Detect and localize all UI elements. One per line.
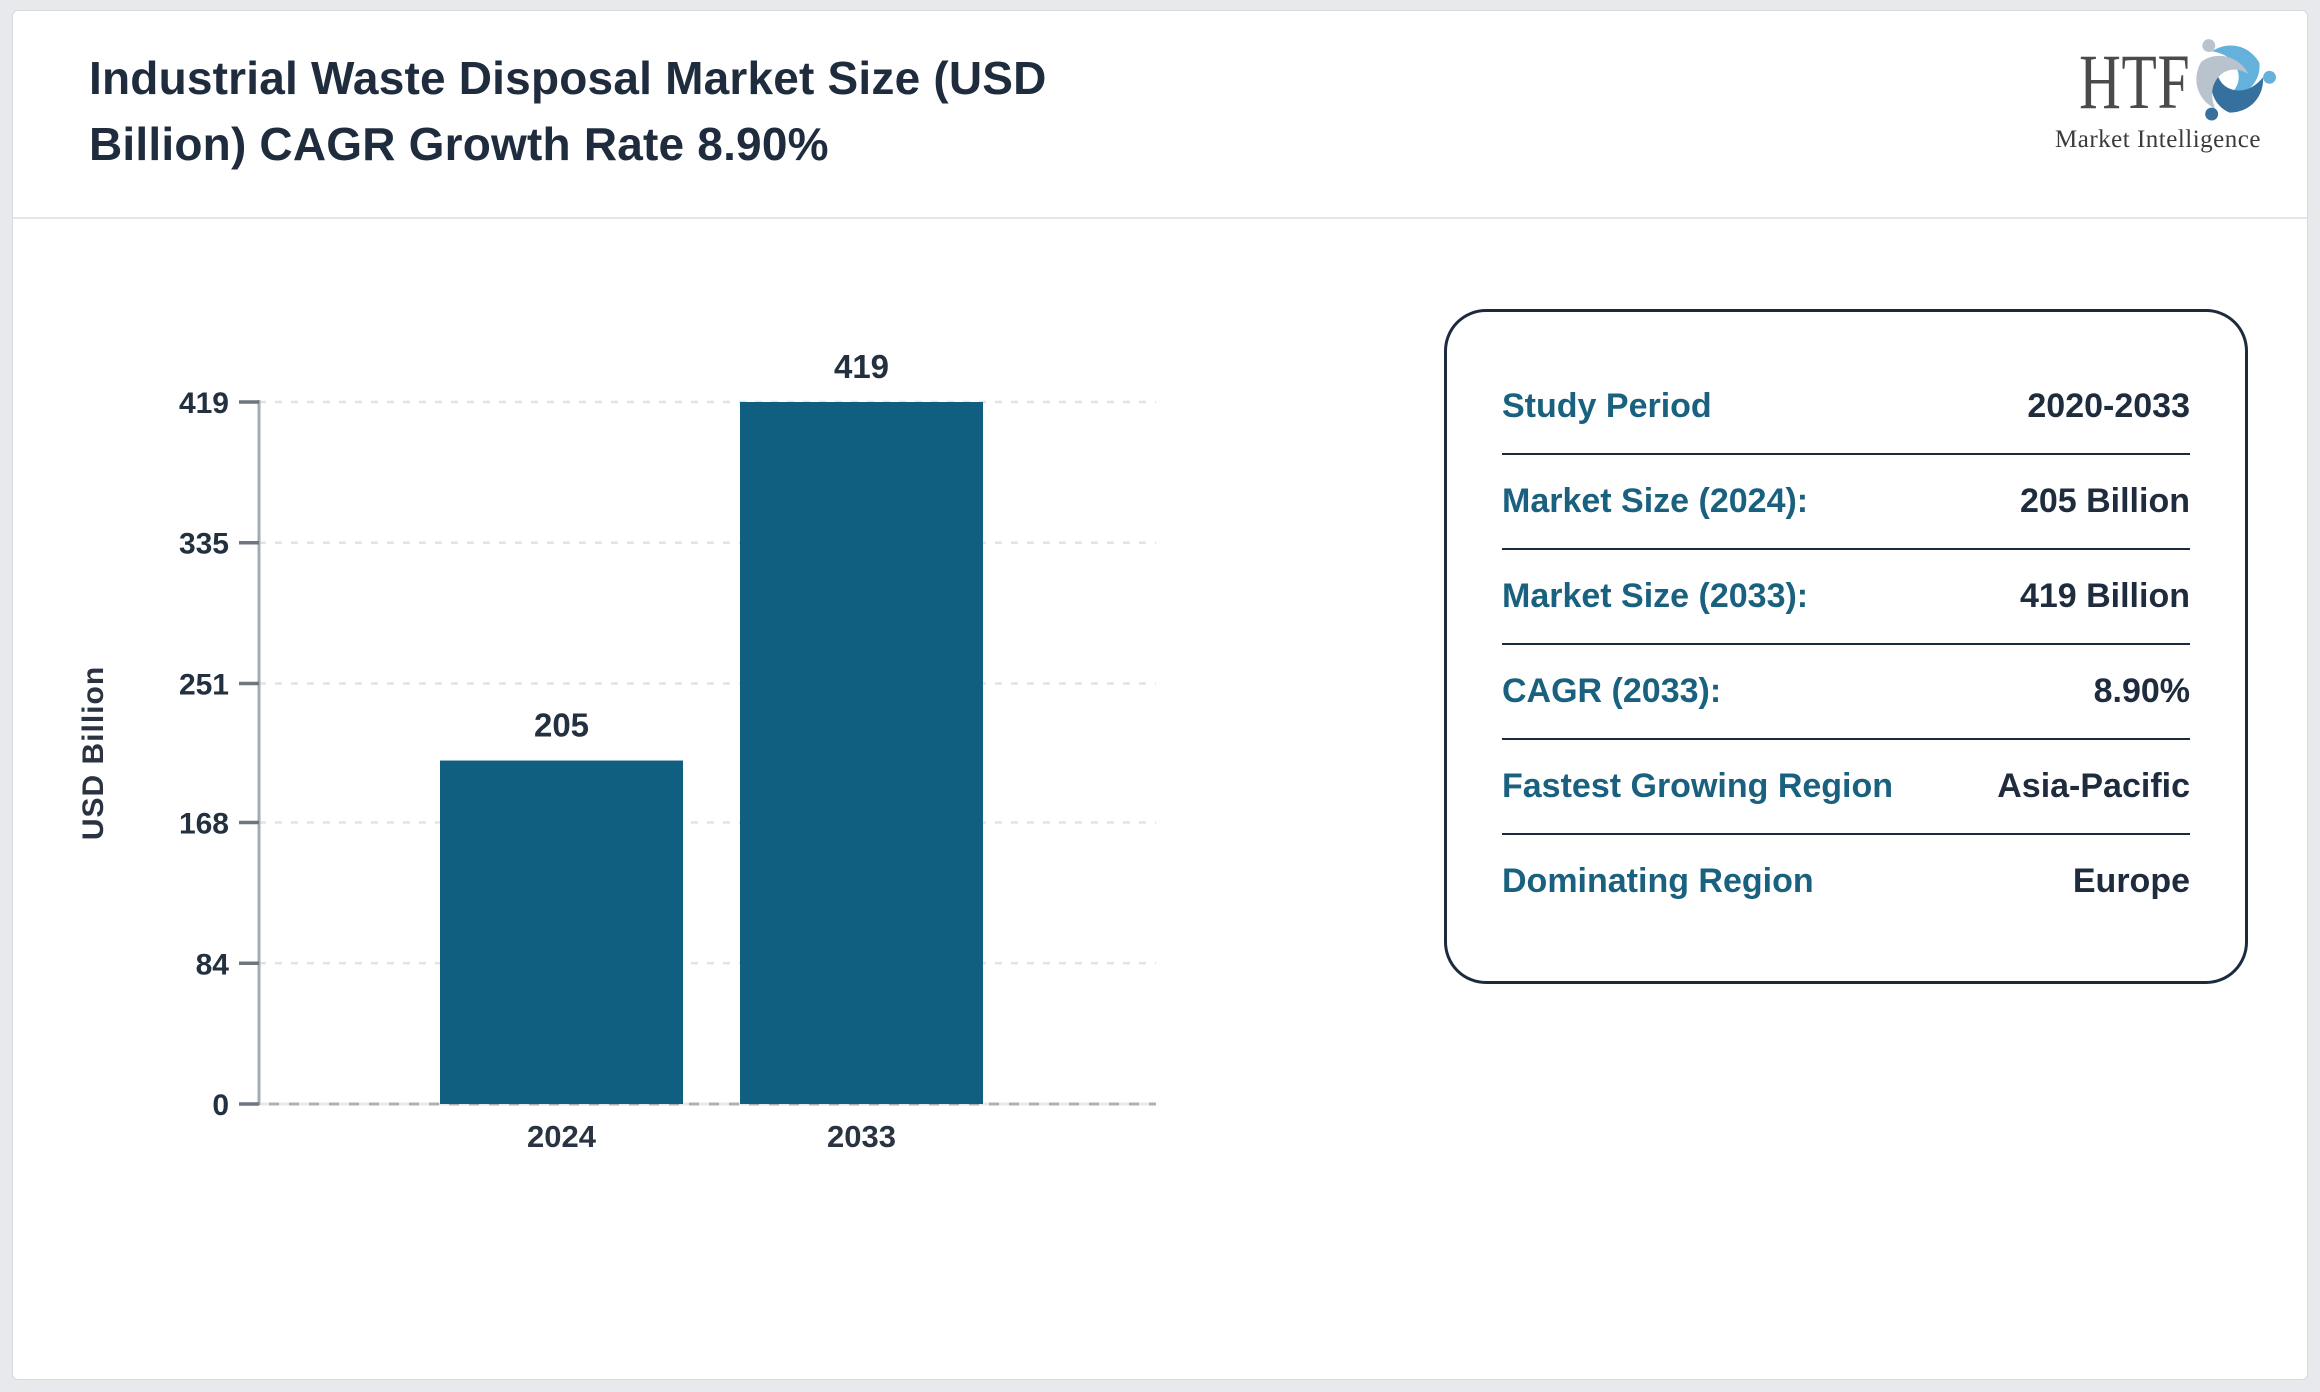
- x-category-label: 2033: [827, 1119, 896, 1154]
- swirl-figure: [2212, 45, 2260, 98]
- y-tick-label: 251: [179, 668, 229, 701]
- info-row-label: Dominating Region: [1502, 862, 1814, 900]
- y-tick-label: 335: [179, 528, 229, 561]
- y-axis-title: USD Billion: [77, 666, 110, 840]
- swirl-dot: [2263, 70, 2277, 84]
- bar-2033: [740, 402, 983, 1104]
- page-title-line-1: Industrial Waste Disposal Market Size (U…: [89, 52, 1047, 104]
- info-row: Dominating Region Europe: [1502, 835, 2190, 928]
- page-title-line-2: Billion) CAGR Growth Rate 8.90%: [89, 118, 829, 170]
- y-tick-label: 84: [196, 948, 230, 981]
- info-row-value: Europe: [2072, 862, 2190, 900]
- info-row: Fastest Growing Region Asia-Pacific: [1502, 740, 2190, 835]
- info-row-label: Market Size (2024):: [1502, 482, 1809, 520]
- info-row-value: 205 Billion: [2019, 482, 2190, 520]
- htf-swirl-icon: [2184, 33, 2277, 130]
- bar-2024: [440, 760, 683, 1104]
- htf-logo-subtitle: Market Intelligence: [2055, 126, 2261, 153]
- x-category-label: 2024: [527, 1119, 597, 1154]
- bar-value-label: 205: [534, 707, 589, 744]
- market-summary-panel: Study Period 2020-2033 Market Size (2024):…: [1444, 309, 2248, 984]
- info-row-label: Fastest Growing Region: [1502, 767, 1894, 805]
- info-row: Market Size (2033): 419 Billion: [1502, 550, 2190, 645]
- info-row-value: Asia-Pacific: [1997, 767, 2190, 805]
- swirl-figure: [2196, 55, 2249, 109]
- info-row-label: Market Size (2033):: [1502, 577, 1809, 615]
- info-row-value: 2020-2033: [2027, 387, 2190, 425]
- info-row: Market Size (2024): 205 Billion: [1502, 455, 2190, 550]
- report-card: Industrial Waste Disposal Market Size (U…: [12, 10, 2308, 1380]
- info-row-value: 8.90%: [2093, 672, 2190, 710]
- info-panel-rows: Study Period 2020-2033 Market Size (2024):…: [1502, 360, 2190, 928]
- y-tick-label: 0: [212, 1089, 229, 1122]
- info-row-label: CAGR (2033):: [1502, 672, 1722, 710]
- y-tick-label: 168: [179, 808, 229, 841]
- htf-logo: HTF Market Intelligence: [2043, 33, 2277, 154]
- htf-logo-row: HTF: [2043, 33, 2277, 130]
- info-row: CAGR (2033): 8.90%: [1502, 645, 2190, 740]
- swirl-dot: [2202, 39, 2216, 53]
- report-header: Industrial Waste Disposal Market Size (U…: [13, 11, 2307, 219]
- market-size-bar-chart: 0 84 168 251 335 419 205 2024 419 2033 USD Billion: [77, 348, 1156, 1154]
- swirl-dot: [2205, 107, 2219, 121]
- bar-value-label: 419: [834, 348, 889, 385]
- info-row-value: 419 Billion: [2019, 577, 2190, 615]
- htf-logo-wordmark: HTF: [2078, 37, 2191, 125]
- info-row: Study Period 2020-2033: [1502, 360, 2190, 455]
- y-tick-label: 419: [179, 387, 229, 420]
- info-row-label: Study Period: [1502, 387, 1712, 425]
- swirl-figure: [2211, 65, 2264, 113]
- page-title: Industrial Waste Disposal Market Size (U…: [89, 45, 1047, 177]
